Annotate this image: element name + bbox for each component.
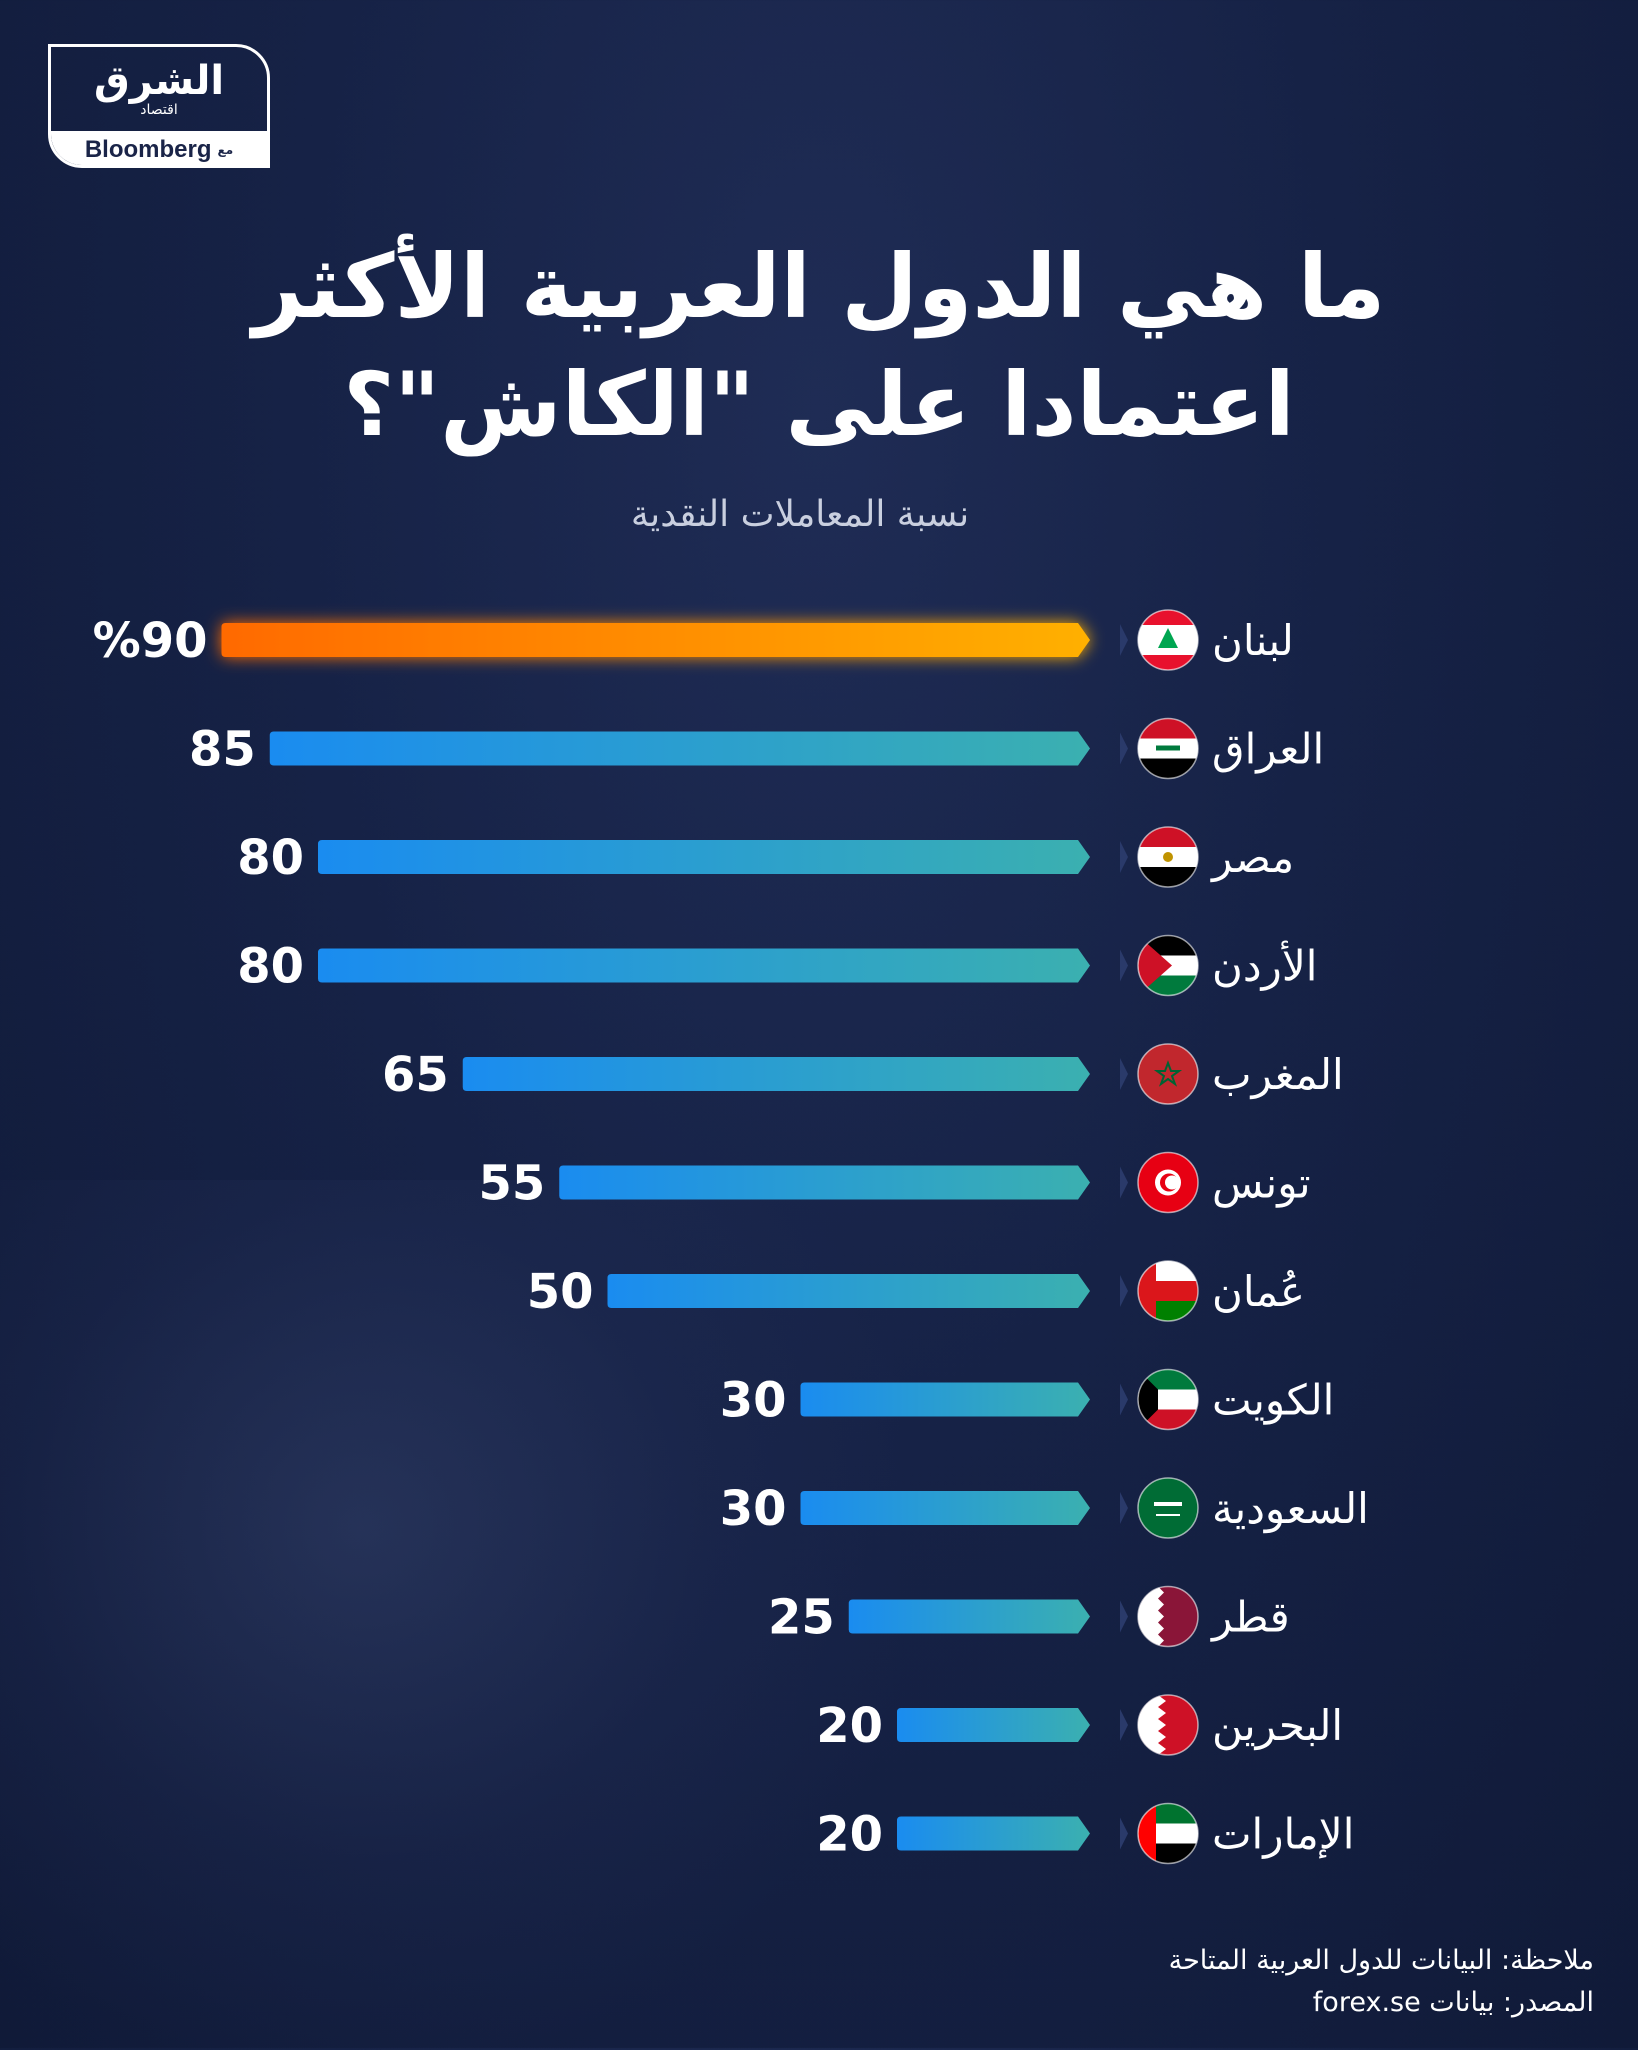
title-line-1: ما هي الدول العربية الأكثر [252,235,1386,338]
chart-subtitle: نسبة المعاملات النقدية [630,494,970,535]
category-label: الأردن [1212,940,1317,991]
bar-row: 50 عُمان [527,1260,1305,1322]
category-label: عُمان [1212,1267,1305,1316]
connector-chevron [1120,1058,1128,1090]
footnotes: ملاحظة: البيانات للدول العربية المتاحة ا… [1169,1940,1594,2024]
bar-row: 85 العراق [189,717,1324,780]
category-label: العراق [1212,725,1324,774]
category-label: قطر [1210,1593,1290,1642]
logo-top: الشرق اقتصاد [51,47,267,131]
flag-lebanon-icon [1137,609,1199,671]
connector-chevron [1120,1383,1128,1416]
category-label: المغرب [1212,1050,1344,1099]
bar-row: 30 السعودية [720,1477,1369,1539]
flag-kuwait-icon [1137,1368,1199,1431]
category-label: لبنان [1212,616,1294,665]
connector-chevron [1120,949,1128,982]
bar [800,1491,1090,1525]
bar-row: 80 الأردن [237,934,1317,997]
value-label: %90 [93,613,208,669]
flag-egypt-icon [1137,826,1199,888]
bar-row: 25 قطر [768,1585,1290,1648]
flag-saudi-icon [1137,1477,1199,1539]
value-label: 20 [816,1698,883,1754]
category-label: البحرين [1212,1701,1343,1750]
bar [897,1708,1090,1742]
value-label: 80 [237,939,304,995]
value-label: 30 [720,1373,787,1429]
note-text: ملاحظة: البيانات للدول العربية المتاحة [1168,1945,1594,1976]
flag-jordan-icon [1137,934,1199,997]
category-label: الإمارات [1212,1810,1354,1859]
bar [462,1057,1090,1091]
flag-oman-icon [1137,1260,1199,1322]
logo-brand: Bloomberg [84,136,212,163]
category-label: مصر [1210,833,1294,882]
bar-row: 65 المغرب [382,1043,1344,1105]
connector-chevron [1120,1492,1128,1524]
value-label: 80 [237,830,304,886]
connector-chevron [1120,1275,1128,1307]
connector-chevron [1120,1166,1128,1199]
logo: الشرق اقتصاد Bloomberg مع [48,44,270,168]
bar-row: 20 البحرين [816,1694,1343,1756]
flag-morocco-icon [1137,1043,1199,1105]
bar [221,623,1090,657]
logo-with: مع [217,143,234,157]
category-label: السعودية [1212,1484,1369,1533]
title-line-2: اعتمادا على "الكاش"؟ [343,353,1295,456]
value-label: 20 [816,1807,883,1863]
value-label: 50 [527,1264,594,1320]
value-label: 65 [382,1047,449,1103]
connector-chevron [1120,1709,1128,1741]
bar [559,1165,1090,1200]
bar [897,1816,1090,1851]
flag-tunisia-icon [1137,1151,1199,1214]
bar-row: 30 الكويت [720,1368,1334,1431]
bar-row: 20 الإمارات [816,1802,1354,1865]
category-label: تونس [1212,1159,1311,1208]
flag-bahrain-icon [1137,1694,1199,1756]
connector-chevron [1120,1817,1128,1850]
flag-iraq-icon [1137,717,1199,780]
bar [318,840,1090,874]
value-label: 30 [720,1481,787,1537]
logo-arabic: الشرق [93,58,225,104]
bar [800,1382,1090,1417]
flag-qatar-icon [1137,1585,1199,1648]
bar [848,1599,1090,1634]
bar-row: 80 مصر [237,826,1294,888]
chart-title: ما هي الدول العربية الأكثر اعتمادا على "… [200,228,1438,464]
bar [318,948,1090,983]
bar-row: 55 تونس [478,1151,1311,1214]
source-text: المصدر: بيانات forex.se [1312,1987,1594,2018]
flag-uae-icon [1137,1802,1199,1865]
logo-bottom: Bloomberg مع [51,131,267,165]
connector-chevron [1120,1600,1128,1633]
logo-arabic-sub: اقتصاد [140,102,178,118]
bar-row: %90 لبنان [93,609,1294,671]
value-label: 25 [768,1590,835,1646]
value-label: 85 [189,722,256,778]
connector-chevron [1120,624,1128,656]
bar-chart: %90 لبنان 85 العراق 80 مصر 80 الأردن 65 المغرب 55 ت… [93,609,1369,1865]
value-label: 55 [478,1156,545,1212]
category-label: الكويت [1212,1376,1334,1425]
bar [269,731,1090,766]
background-photo-overlay [0,1180,900,2050]
connector-chevron [1120,841,1128,873]
connector-chevron [1120,732,1128,765]
bar [607,1274,1090,1308]
